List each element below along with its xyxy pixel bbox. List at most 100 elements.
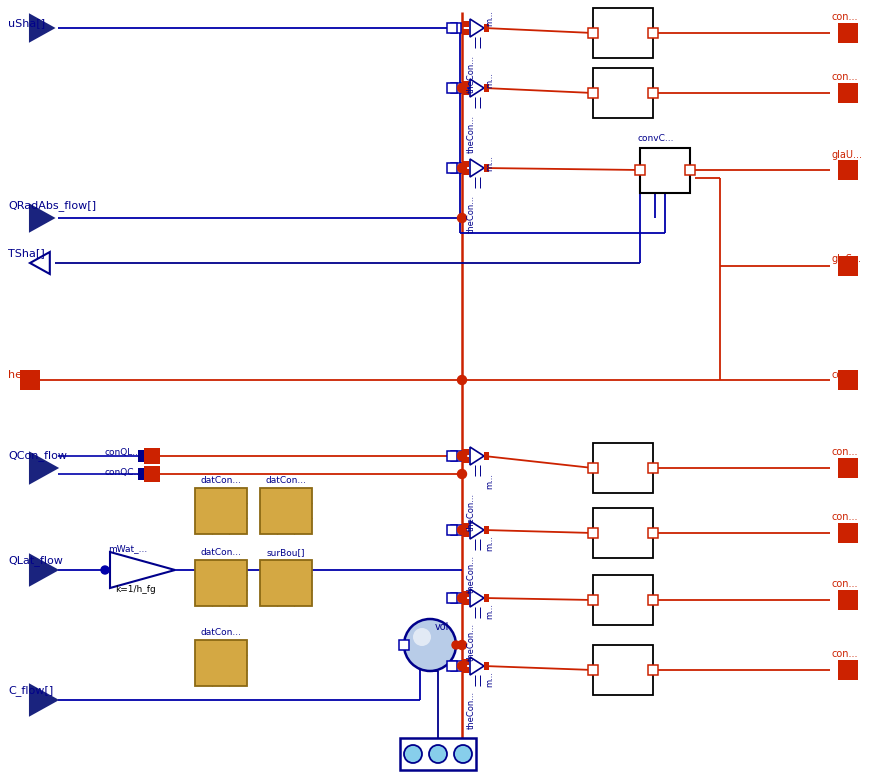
Text: glaS...: glaS... — [831, 254, 861, 264]
Circle shape — [413, 628, 430, 646]
Bar — [837, 23, 857, 43]
Bar — [483, 84, 488, 88]
Text: con...: con... — [831, 370, 858, 380]
Bar — [447, 23, 456, 33]
Bar — [461, 457, 468, 463]
Bar — [447, 451, 456, 461]
Bar — [593, 575, 653, 625]
Text: QLat_flow: QLat_flow — [8, 555, 63, 566]
Text: con...: con... — [831, 512, 858, 522]
Circle shape — [457, 525, 466, 535]
Polygon shape — [469, 447, 483, 465]
Bar — [195, 640, 247, 686]
Polygon shape — [469, 19, 483, 37]
Bar — [837, 83, 857, 103]
Bar — [461, 449, 468, 455]
Bar — [447, 83, 456, 93]
Bar — [450, 23, 461, 33]
Bar — [837, 458, 857, 478]
Bar — [593, 8, 653, 58]
Bar — [144, 466, 160, 482]
Bar — [483, 530, 488, 534]
Bar — [400, 738, 475, 770]
Circle shape — [428, 745, 447, 763]
Text: datCon...: datCon... — [200, 548, 242, 557]
Circle shape — [457, 661, 466, 671]
Bar — [138, 450, 145, 462]
Text: theCon...: theCon... — [467, 623, 475, 661]
Text: theCon...: theCon... — [467, 691, 475, 729]
Text: mWat_...: mWat_... — [108, 544, 147, 553]
Bar — [461, 81, 468, 87]
Bar — [260, 488, 312, 534]
Circle shape — [457, 469, 466, 479]
Bar — [461, 29, 468, 35]
Bar — [593, 443, 653, 493]
Polygon shape — [469, 79, 483, 97]
Bar — [483, 598, 488, 602]
Bar — [461, 591, 468, 597]
Bar — [20, 370, 40, 390]
Bar — [593, 508, 653, 558]
Bar — [647, 463, 657, 473]
Bar — [483, 456, 488, 460]
Text: TSha[]: TSha[] — [8, 248, 44, 258]
Bar — [837, 256, 857, 276]
Text: vol: vol — [434, 622, 449, 632]
Circle shape — [457, 451, 466, 461]
Bar — [447, 593, 456, 603]
Polygon shape — [109, 552, 175, 588]
Text: con...: con... — [831, 12, 858, 22]
Bar — [689, 167, 694, 173]
Polygon shape — [30, 252, 50, 274]
Text: C_flow[]: C_flow[] — [8, 685, 53, 696]
Bar — [195, 560, 247, 606]
Bar — [837, 660, 857, 680]
Text: datCon...: datCon... — [200, 476, 242, 485]
Text: theCon...: theCon... — [467, 555, 475, 593]
Text: convC...: convC... — [637, 134, 673, 143]
Bar — [450, 451, 461, 461]
Bar — [587, 28, 597, 38]
Text: m...: m... — [484, 603, 494, 619]
Bar — [450, 163, 461, 173]
Circle shape — [403, 745, 421, 763]
Circle shape — [457, 451, 466, 461]
Bar — [450, 525, 461, 535]
Text: theCon...: theCon... — [467, 55, 475, 93]
Bar — [647, 528, 657, 538]
Bar — [634, 167, 640, 173]
Bar — [587, 463, 597, 473]
Text: m...: m... — [484, 535, 494, 551]
Text: m...: m... — [484, 473, 494, 489]
Bar — [450, 661, 461, 671]
Bar — [640, 148, 689, 193]
Bar — [195, 488, 247, 534]
Bar — [260, 560, 312, 606]
Bar — [461, 21, 468, 27]
Text: m...: m... — [484, 671, 494, 687]
Circle shape — [457, 594, 466, 602]
Bar — [634, 165, 644, 175]
Circle shape — [457, 214, 466, 222]
Text: QRadAbs_flow[]: QRadAbs_flow[] — [8, 200, 96, 211]
Polygon shape — [30, 685, 57, 715]
Circle shape — [452, 641, 460, 649]
Polygon shape — [469, 589, 483, 607]
Polygon shape — [30, 453, 57, 483]
Text: datCon...: datCon... — [200, 628, 242, 637]
Circle shape — [457, 640, 466, 650]
Bar — [461, 89, 468, 95]
Bar — [483, 164, 488, 168]
Text: theCon...: theCon... — [467, 195, 475, 233]
Text: conQL...: conQL... — [105, 448, 142, 457]
Bar — [483, 24, 488, 28]
Circle shape — [457, 375, 466, 385]
Bar — [837, 590, 857, 610]
Polygon shape — [469, 657, 483, 675]
Bar — [450, 83, 461, 93]
Bar — [483, 168, 488, 172]
Text: uSha[]: uSha[] — [8, 18, 45, 28]
Bar — [483, 594, 488, 598]
Polygon shape — [30, 205, 53, 231]
